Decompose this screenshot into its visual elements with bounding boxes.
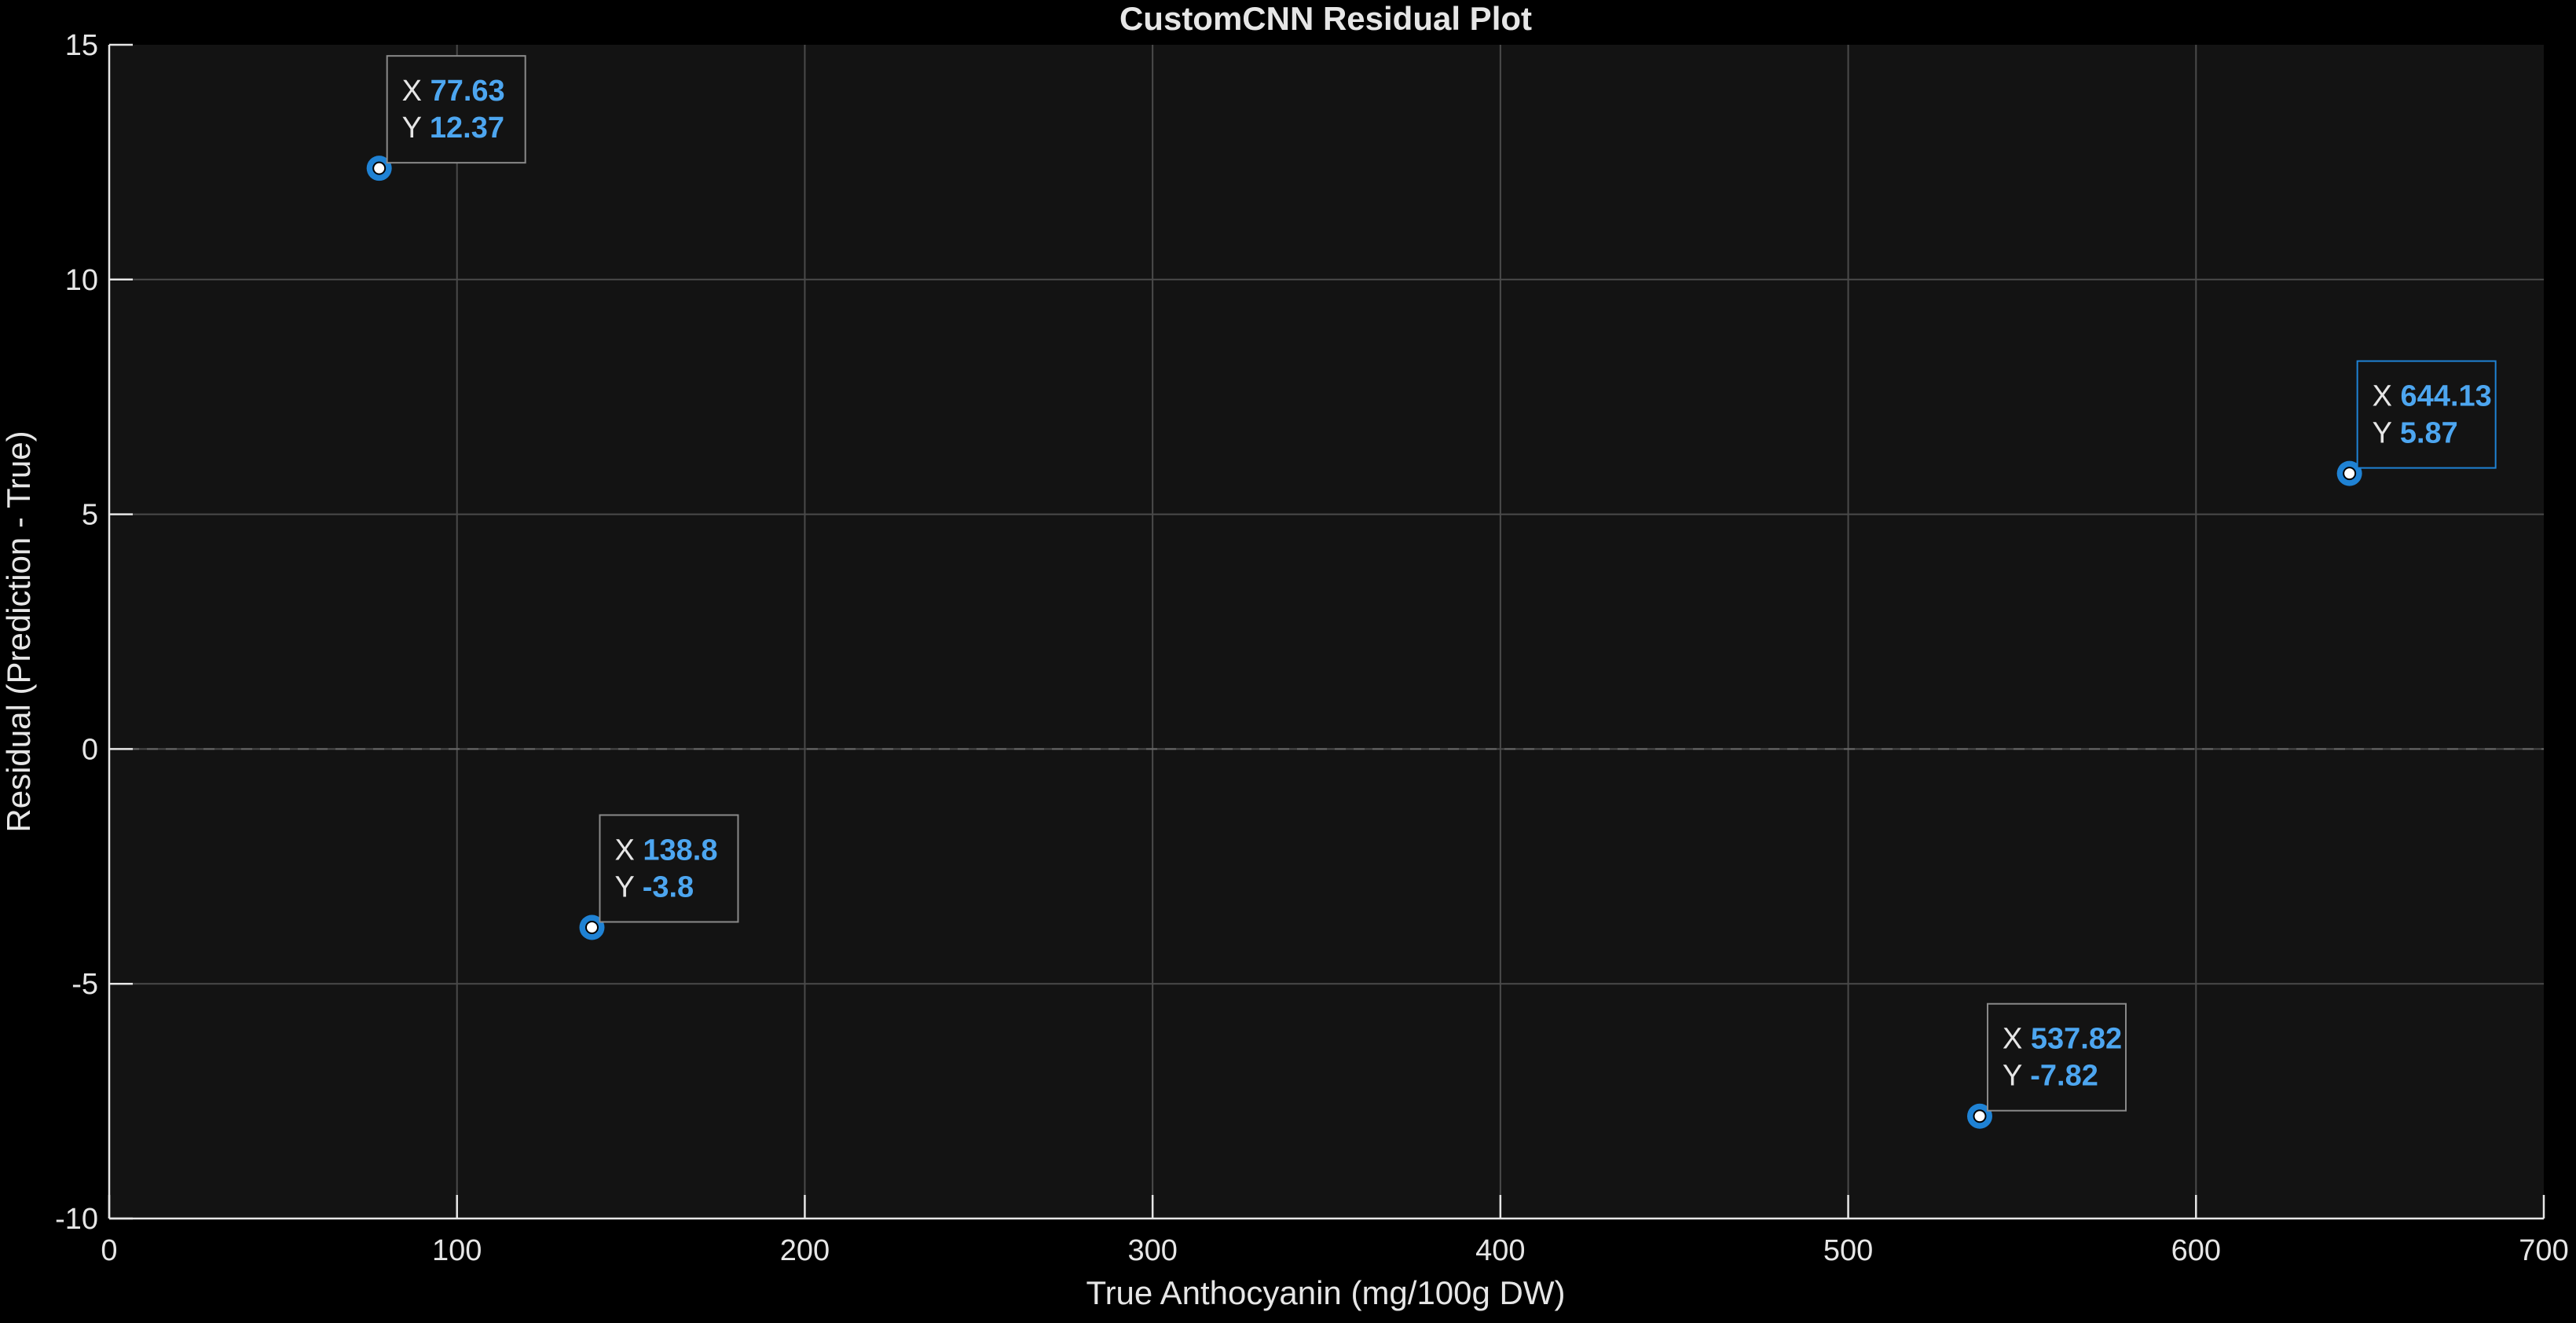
- datatip-x-row: X 644.13: [2373, 380, 2492, 413]
- chart-title: CustomCNN Residual Plot: [1119, 0, 1532, 37]
- data-point-center: [584, 920, 599, 934]
- x-tick-label: 400: [1475, 1234, 1525, 1267]
- x-tick-label: 200: [780, 1234, 830, 1267]
- data-point: [1967, 1103, 1993, 1129]
- data-point: [579, 914, 605, 940]
- x-tick-label: 600: [2171, 1234, 2221, 1267]
- datatip-x-value: 537.82: [2031, 1023, 2122, 1056]
- datatip-y-value: -3.8: [643, 870, 694, 903]
- datatip-box: [599, 814, 739, 923]
- data-tips: X 77.63Y 12.37X 138.8Y -3.8X 537.82Y -7.…: [386, 55, 2497, 1112]
- axes-background: [109, 45, 2544, 1219]
- x-axis-label: True Anthocyanin (mg/100g DW): [1086, 1274, 1565, 1311]
- datatip-x-key: X: [2373, 380, 2401, 413]
- datatip-x-key: X: [2003, 1023, 2031, 1056]
- datatip-y-key: Y: [402, 112, 430, 145]
- x-tick-label: 100: [432, 1234, 482, 1267]
- datatip-x-value: 77.63: [431, 75, 505, 108]
- datatip: X 537.82Y -7.82: [1987, 1002, 2127, 1112]
- datatip-box: [2356, 360, 2497, 469]
- y-tick-label: -10: [55, 1203, 98, 1236]
- datatip-y-value: 12.37: [430, 112, 504, 145]
- data-points: [366, 156, 2362, 1129]
- datatip-y-key: Y: [2373, 417, 2400, 450]
- data-point-center: [2343, 467, 2357, 481]
- datatip-x-row: X 138.8: [614, 834, 717, 867]
- x-tick-label: 500: [1823, 1234, 1873, 1267]
- datatip-box: [1987, 1002, 2127, 1112]
- tick-labels: 0 100 200 300 400 500 600 700 -10 -5 0 5 10 15: [55, 29, 2569, 1267]
- data-point-center: [1973, 1109, 1987, 1123]
- y-axis-label: Residual (Prediction - True): [0, 431, 37, 832]
- x-tick-label: 300: [1127, 1234, 1177, 1267]
- datatip-x-key: X: [614, 834, 643, 867]
- datatip-y-value: -7.82: [2030, 1060, 2098, 1093]
- data-point: [366, 156, 392, 181]
- datatip-x-row: X 77.63: [402, 75, 505, 108]
- datatip-y-row: Y -3.8: [614, 870, 694, 903]
- datatip-box: [386, 55, 526, 164]
- data-point: [2336, 460, 2362, 486]
- y-tick-label: 15: [65, 29, 98, 62]
- datatip-y-key: Y: [614, 870, 642, 903]
- axes-frame: [108, 43, 2545, 1220]
- y-tick-label: -5: [71, 968, 98, 1001]
- datatip: X 644.13Y 5.87: [2356, 360, 2497, 469]
- datatip-y-row: Y 12.37: [402, 112, 504, 145]
- datatip-x-row: X 537.82: [2003, 1023, 2122, 1056]
- x-tick-label: 0: [101, 1234, 117, 1267]
- y-tick-label: 5: [82, 499, 98, 532]
- datatip: X 77.63Y 12.37: [386, 55, 526, 164]
- datatip: X 138.8Y -3.8: [599, 814, 739, 923]
- datatip-x-value: 138.8: [643, 834, 717, 867]
- datatip-x-key: X: [402, 75, 431, 108]
- x-tick-label: 700: [2519, 1234, 2568, 1267]
- datatip-y-key: Y: [2003, 1060, 2030, 1093]
- datatip-y-row: Y -7.82: [2003, 1060, 2098, 1093]
- datatip-y-value: 5.87: [2400, 417, 2458, 450]
- data-point-center: [372, 161, 387, 175]
- y-tick-label: 10: [65, 264, 98, 297]
- datatip-y-row: Y 5.87: [2373, 417, 2458, 450]
- datatip-x-value: 644.13: [2401, 380, 2492, 413]
- y-tick-label: 0: [82, 733, 98, 766]
